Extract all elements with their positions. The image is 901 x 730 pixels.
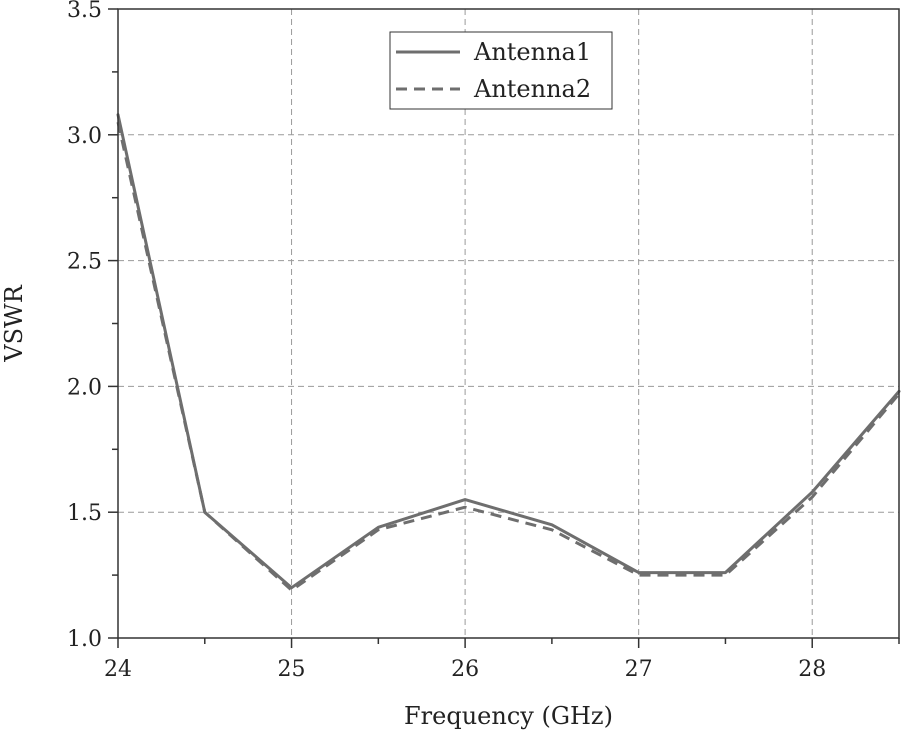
y-tick-label: 2.0 <box>67 375 102 400</box>
legend: Antenna1 Antenna2 <box>389 31 613 110</box>
x-tick-label: 26 <box>451 657 479 682</box>
x-tick-label: 25 <box>278 657 306 682</box>
x-tick-labels: 24 25 26 27 28 <box>104 657 826 682</box>
legend-label-antenna1: Antenna1 <box>473 38 591 66</box>
y-axis-title: VSWR <box>0 284 28 362</box>
x-axis-title: Frequency (GHz) <box>404 702 613 730</box>
y-tick-label: 1.0 <box>67 627 102 652</box>
axis-ticks <box>108 8 900 648</box>
y-tick-label: 3.5 <box>67 0 102 23</box>
series-lines <box>116 113 901 592</box>
y-tick-label: 3.0 <box>67 124 102 149</box>
legend-box <box>389 31 613 110</box>
x-tick-label: 24 <box>104 657 132 682</box>
series-line-antenna2 <box>116 121 901 592</box>
y-tick-label: 2.5 <box>67 250 102 275</box>
legend-label-antenna2: Antenna2 <box>473 75 591 103</box>
series-line-antenna1 <box>116 113 901 590</box>
y-tick-labels: 1.0 1.5 2.0 2.5 3.0 3.5 <box>67 0 102 652</box>
x-tick-label: 27 <box>625 657 653 682</box>
y-tick-label: 1.5 <box>67 501 102 526</box>
x-tick-label: 28 <box>798 657 826 682</box>
